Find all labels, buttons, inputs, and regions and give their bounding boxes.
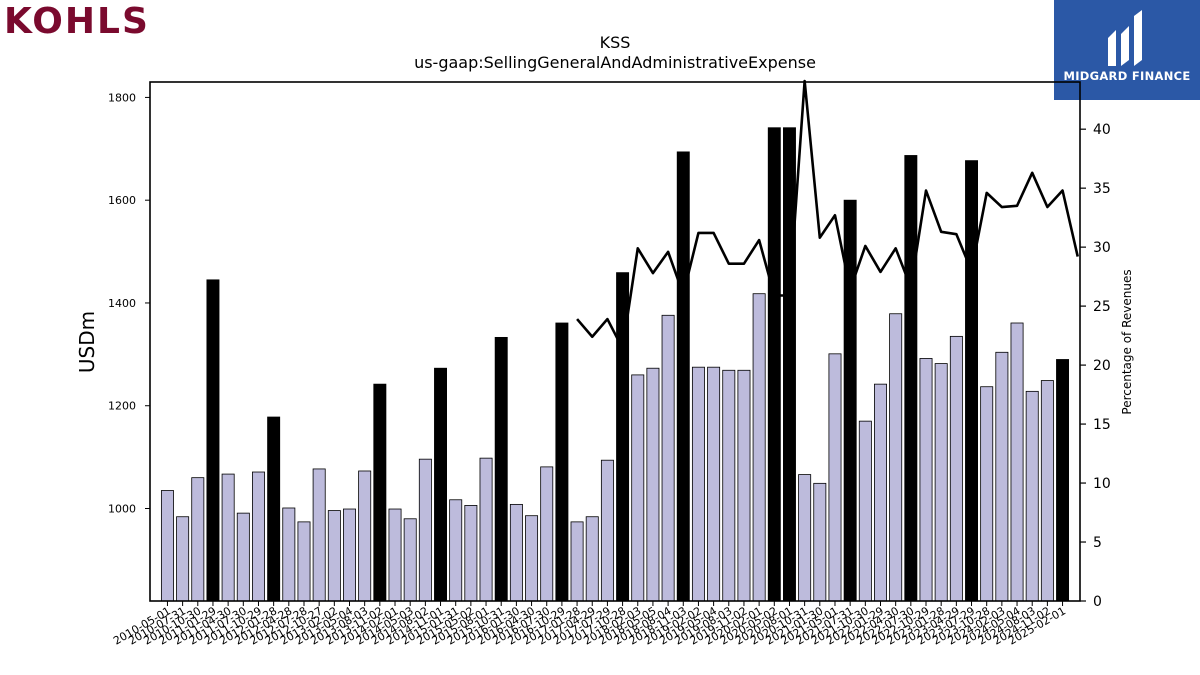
- bar-quarterly: [995, 351, 1009, 602]
- bar-quarterly: [874, 383, 887, 602]
- bar-annual: [843, 199, 857, 602]
- bar-annual: [373, 383, 387, 602]
- bar-quarterly: [631, 374, 645, 602]
- kohls-logo: KOHLS: [4, 1, 150, 42]
- bar-quarterly: [934, 363, 948, 602]
- bar-quarterly: [646, 367, 660, 602]
- y-tick-label: 1200: [108, 400, 136, 413]
- x-axis: 2010-05-012010-07-312010-10-302011-01-29…: [111, 601, 1068, 648]
- bar-quarterly: [585, 516, 599, 602]
- bar-annual: [434, 367, 447, 602]
- bar-quarterly: [828, 353, 842, 602]
- y2-axis-label: Percentage of Revenues: [1120, 269, 1134, 414]
- bar-quarterly: [737, 369, 751, 602]
- chart-title: KSS: [600, 33, 631, 52]
- bar-annual: [494, 336, 508, 602]
- bar-quarterly: [160, 490, 174, 602]
- bar-quarterly: [600, 459, 614, 602]
- y-tick-label: 1000: [108, 503, 136, 516]
- bar-quarterly: [752, 293, 766, 602]
- bar-quarterly: [191, 477, 205, 602]
- bar-annual: [676, 151, 690, 602]
- bar-quarterly: [236, 512, 250, 602]
- y2-tick-label: 40: [1093, 122, 1111, 138]
- bar-quarterly: [525, 515, 539, 602]
- bar-quarterly: [858, 420, 872, 602]
- bar-annual: [206, 279, 220, 602]
- y2-tick-label: 5: [1093, 535, 1102, 551]
- bar-quarterly: [691, 366, 705, 602]
- bar-quarterly: [570, 521, 584, 602]
- bar-quarterly: [980, 386, 994, 602]
- bar-annual: [1056, 359, 1070, 602]
- bar-quarterly: [449, 499, 463, 602]
- y-axis-label: USDm: [75, 311, 99, 373]
- y2-tick-label: 30: [1093, 240, 1111, 256]
- bar-quarterly: [282, 507, 296, 602]
- bar-quarterly: [889, 313, 903, 602]
- plot-frame: [149, 81, 1081, 602]
- midgard-finance-logo: MIDGARD FINANCE: [1054, 0, 1200, 100]
- bar-quarterly: [661, 314, 675, 602]
- bar-quarterly: [343, 508, 356, 602]
- bar-quarterly: [418, 458, 432, 602]
- y2-tick-label: 20: [1093, 358, 1111, 374]
- bar-quarterly: [722, 369, 736, 602]
- bar-quarterly: [949, 335, 963, 602]
- bar-annual: [965, 160, 979, 602]
- bar-quarterly: [1025, 390, 1039, 602]
- bar-quarterly: [403, 518, 417, 602]
- midgard-mark-icon: [1108, 10, 1142, 66]
- y-axis-right: 0 5 10 15 20 25 30 35 40: [1080, 122, 1111, 610]
- y2-tick-label: 15: [1093, 417, 1111, 433]
- bar-quarterly: [297, 521, 311, 602]
- bar-annual: [904, 155, 918, 602]
- percentage-line: [576, 79, 1079, 350]
- bar-quarterly: [221, 473, 235, 602]
- bar-annual: [783, 127, 796, 602]
- bar-quarterly: [327, 510, 341, 602]
- bar-quarterly: [1040, 380, 1054, 602]
- y-axis-left: 1000 1200 1400 1600 1800: [108, 91, 150, 516]
- bar-quarterly: [252, 471, 265, 602]
- bar-quarterly: [464, 505, 478, 602]
- bar-quarterly: [509, 503, 523, 602]
- percentage-line-series: [576, 79, 1079, 350]
- bar-quarterly: [707, 366, 721, 602]
- y-tick-label: 1600: [108, 194, 136, 207]
- y2-tick-label: 0: [1093, 594, 1102, 610]
- bar-quarterly: [813, 482, 827, 602]
- bar-annual: [267, 416, 281, 602]
- bar-quarterly: [540, 466, 554, 602]
- y-tick-label: 1400: [108, 297, 136, 310]
- bar-quarterly: [479, 457, 493, 602]
- bar-quarterly: [388, 508, 402, 602]
- bar-annual: [767, 127, 781, 602]
- y2-tick-label: 25: [1093, 299, 1111, 315]
- chart-subtitle: us-gaap:SellingGeneralAndAdministrativeE…: [414, 53, 816, 72]
- bar-quarterly: [358, 470, 372, 602]
- bar-quarterly: [798, 474, 812, 602]
- y2-tick-label: 35: [1093, 181, 1111, 197]
- y-tick-label: 1800: [108, 91, 136, 104]
- bar-quarterly: [919, 358, 933, 602]
- bar-series: [160, 127, 1070, 602]
- bar-quarterly: [176, 516, 190, 602]
- midgard-finance-label: MIDGARD FINANCE: [1063, 69, 1191, 83]
- bar-annual: [555, 322, 569, 602]
- bar-quarterly: [1010, 322, 1024, 602]
- bar-quarterly: [312, 468, 326, 602]
- y2-tick-label: 10: [1093, 476, 1111, 492]
